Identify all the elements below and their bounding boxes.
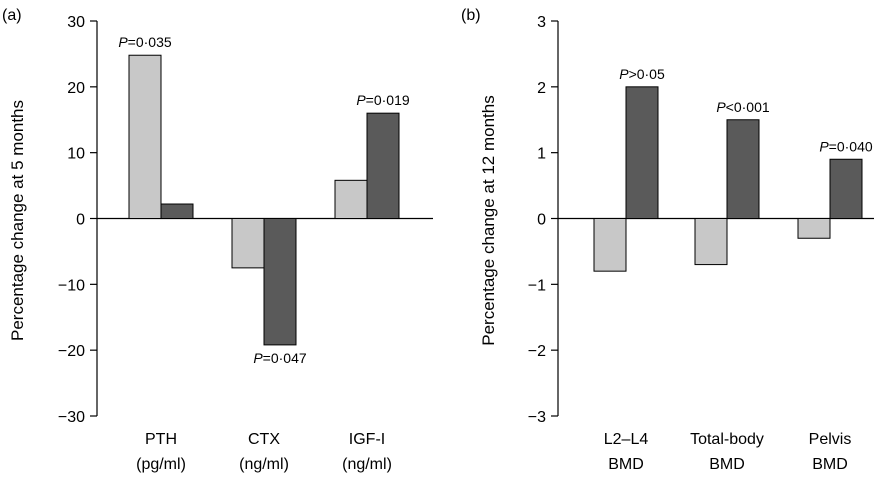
category-label: (ng/ml) [342,456,392,473]
category-label: BMD [812,456,848,473]
p-value-text: <0·001 [726,99,770,115]
y-tick-label: 0 [537,212,546,229]
y-tick-label: 0 [76,212,85,229]
p-value-text: =0·047 [263,350,307,366]
category-label: IGF-I [349,431,385,448]
y-tick-label: 2 [537,80,546,97]
category-label: (pg/ml) [136,456,186,473]
y-tick-label: 3 [537,14,546,31]
chart-panel-a: (a) −30 −20 −10 0 10 20 30 PTH (pg/ml) CTX (ng/ml) I… [2,7,433,473]
category-label: (ng/ml) [239,456,289,473]
p-value-annotation: P=0·019 [356,92,410,108]
category-label: CTX [248,431,280,448]
y-tick-label: 30 [67,14,85,31]
p-value-symbol: P [118,34,128,50]
p-value-text: =0·035 [128,34,172,50]
panel-label: (a) [2,7,22,24]
y-tick-label: −2 [528,343,546,360]
y-tick-label: −3 [528,409,546,426]
category-label: Total-body [690,431,764,448]
y-axis-title: Percentage change at 12 months [479,95,498,345]
bar-series-1-cat-2 [694,218,728,266]
p-value-symbol: P [619,66,629,82]
y-tick-label: −20 [58,343,85,360]
bar-series-2-cat-3 [829,158,863,219]
y-tick-label: 10 [67,146,85,163]
bar-series-2-cat-1 [625,86,659,220]
p-value-annotation: P=0·040 [819,138,873,154]
bar-series-1-cat-3 [334,179,368,219]
bar-series-1-cat-3 [797,218,831,239]
p-value-annotation: P=0·035 [118,34,172,50]
category-label: BMD [709,456,745,473]
category-label: BMD [608,456,644,473]
y-axis-title: Percentage change at 5 months [8,100,27,341]
y-tick-label: 1 [537,146,546,163]
category-label: PTH [145,431,177,448]
y-tick-label: 20 [67,80,85,97]
bar-series-2-cat-2 [726,119,760,219]
category-label: L2–L4 [604,431,649,448]
p-value-text: =0·019 [366,92,410,108]
bar-series-2-cat-2 [263,218,297,346]
p-value-symbol: P [819,138,829,154]
p-value-text: =0·040 [829,138,873,154]
bar-series-1-cat-1 [128,54,162,219]
bar-series-2-cat-3 [366,112,400,219]
bar-series-1-cat-1 [593,218,627,272]
p-value-text: >0·05 [629,66,665,82]
p-value-symbol: P [253,350,263,366]
bar-series-1-cat-2 [231,218,265,269]
p-value-annotation: P=0·047 [253,350,307,366]
y-tick-label: −1 [528,277,546,294]
bar-series-2-cat-1 [160,203,194,219]
p-value-symbol: P [716,99,726,115]
y-tick-label: −10 [58,277,85,294]
chart-panel-b: (b) −3 −2 −1 0 1 2 3 L2–L4 BMD Total-body BMD Pelvis… [461,7,874,473]
y-tick-label: −30 [58,409,85,426]
p-value-symbol: P [356,92,366,108]
panel-label: (b) [461,7,481,24]
category-label: Pelvis [809,431,852,448]
p-value-annotation: P>0·05 [619,66,665,82]
p-value-annotation: P<0·001 [716,99,770,115]
